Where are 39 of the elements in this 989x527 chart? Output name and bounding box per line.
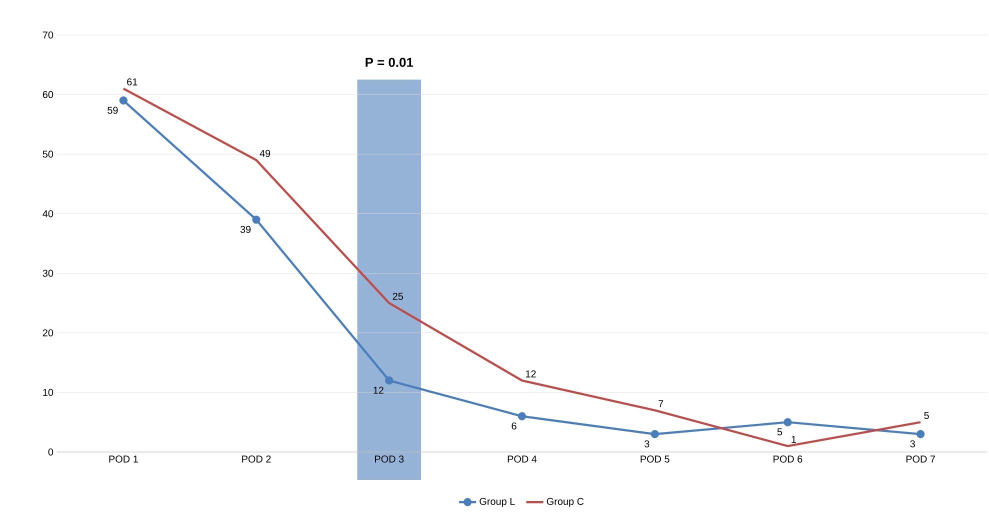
legend-label: Group L xyxy=(480,498,515,507)
data-label: 12 xyxy=(374,386,384,394)
band-label: P = 0.01 xyxy=(366,58,414,67)
data-label: 25 xyxy=(392,292,404,300)
data-label: 49 xyxy=(260,150,270,157)
y-tick-label: 20 xyxy=(42,329,54,336)
data-label: 3 xyxy=(644,440,650,448)
point xyxy=(385,376,394,385)
x-tick-label: POD 6 xyxy=(774,456,802,463)
y-tick-label: 60 xyxy=(42,91,54,98)
point xyxy=(784,418,792,426)
x-tick-label: POD 1 xyxy=(109,456,138,463)
data-label: 12 xyxy=(526,370,536,378)
x-tick-label: POD 3 xyxy=(375,456,404,463)
legend-label: Group C xyxy=(546,498,584,507)
x-tick-label: POD 4 xyxy=(508,456,537,463)
data-label: 7 xyxy=(658,400,664,408)
point xyxy=(119,96,128,105)
y-tick-label: 50 xyxy=(42,150,54,158)
x-tick-label: POD 7 xyxy=(906,456,936,463)
y-tick-label: 70 xyxy=(42,31,54,39)
data-label: 5 xyxy=(924,412,929,420)
data-label: 6 xyxy=(512,422,516,430)
point xyxy=(916,430,925,438)
point xyxy=(650,430,659,438)
data-label: 39 xyxy=(240,226,251,233)
y-tick-label: 0 xyxy=(48,448,54,456)
x-tick-label: POD 5 xyxy=(640,456,670,463)
data-label: 61 xyxy=(127,78,138,86)
data-label: 5 xyxy=(777,428,782,436)
data-label: 1 xyxy=(792,436,796,443)
data-label: 59 xyxy=(108,106,118,114)
y-tick-label: 40 xyxy=(42,210,54,218)
point xyxy=(252,216,260,224)
point xyxy=(518,412,526,420)
y-tick-label: 30 xyxy=(42,270,54,277)
data-label: 3 xyxy=(910,440,915,448)
x-tick-label: POD 2 xyxy=(242,456,271,463)
y-tick-label: 10 xyxy=(43,388,54,396)
